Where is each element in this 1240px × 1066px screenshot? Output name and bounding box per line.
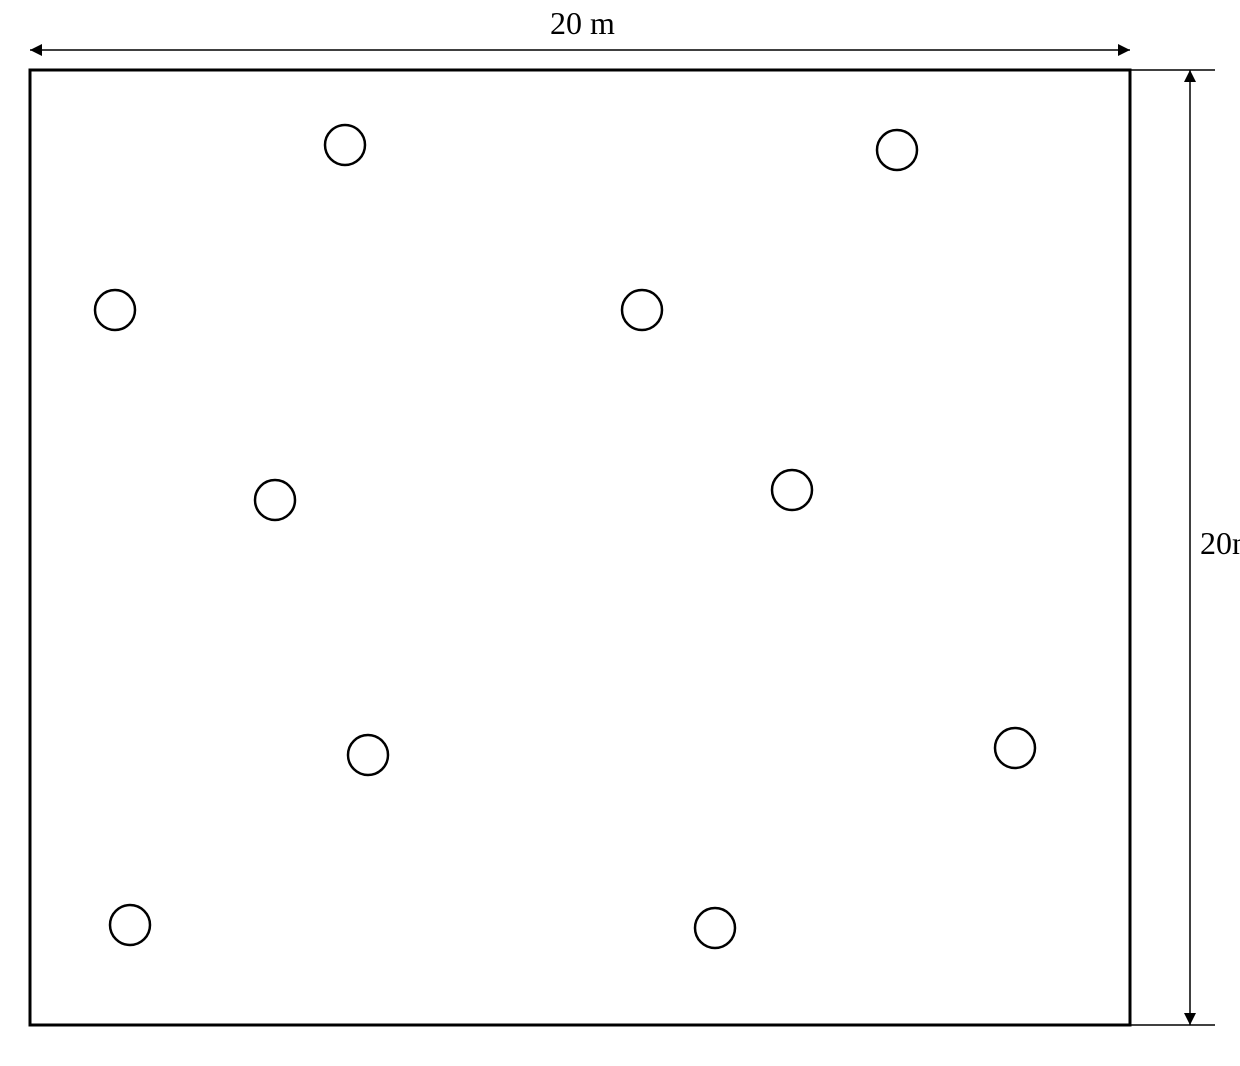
diagram-svg [0, 0, 1240, 1066]
height-dimension-label: 20m [1200, 525, 1240, 562]
width-dimension-label: 20 m [550, 5, 615, 42]
diagram-container: 20 m 20m [0, 0, 1240, 1066]
